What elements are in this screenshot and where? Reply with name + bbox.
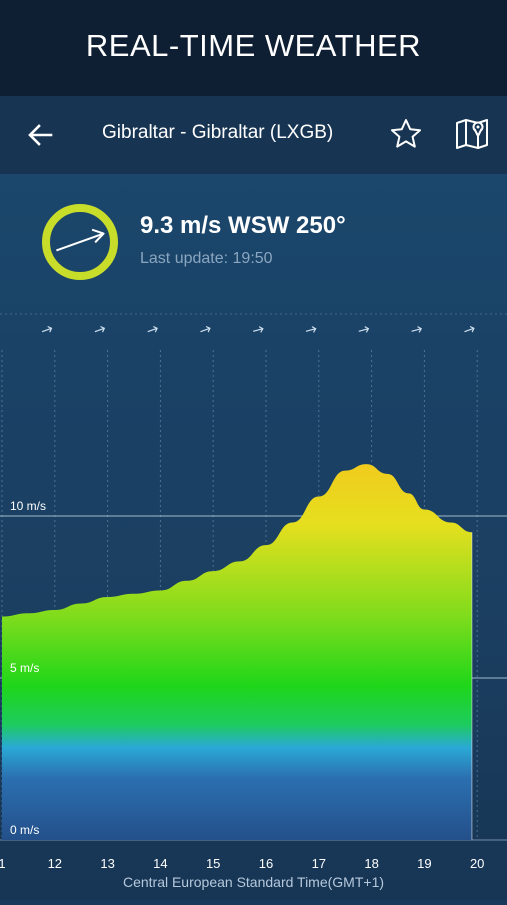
direction-arrow-shape (253, 326, 264, 333)
y-tick-label: 0 m/s (10, 823, 39, 837)
station-title: Gibraltar - Gibraltar (LXGB) (102, 122, 334, 143)
x-tick-label: 15 (206, 856, 220, 871)
x-tick-label: 12 (48, 856, 62, 871)
promo-banner: REAL-TIME WEATHER (0, 0, 507, 96)
direction-arrow-icon (253, 326, 264, 333)
map-pin-icon (456, 119, 488, 149)
x-tick-label: 19 (417, 856, 431, 871)
direction-arrow-shape (464, 325, 475, 333)
direction-arrow-icon (147, 325, 158, 333)
direction-arrow-icon (41, 325, 53, 333)
direction-arrow-icon (200, 325, 211, 333)
direction-arrow-shape (41, 325, 53, 333)
wind-speed-area (2, 464, 472, 840)
top-app-bar: Gibraltar - Gibraltar (LXGB) (0, 96, 507, 174)
time-axis-caption: Central European Standard Time(GMT+1) (122, 874, 385, 890)
x-tick-label: 18 (364, 856, 378, 871)
star-icon (391, 119, 421, 148)
last-update-text: Last update: 19:50 (140, 250, 273, 267)
x-tick-label: 20 (470, 856, 484, 871)
back-button[interactable] (20, 116, 60, 154)
x-tick-label: 16 (259, 856, 273, 871)
x-tick-label: 14 (153, 856, 167, 871)
promo-title: REAL-TIME WEATHER (85, 28, 422, 63)
direction-arrow-shape (94, 325, 106, 333)
x-tick-label: 1 (0, 856, 6, 871)
direction-arrow-icon (94, 325, 106, 333)
wind-direction-compass-icon (42, 204, 118, 280)
direction-arrow-icon (358, 326, 370, 333)
favorite-button[interactable] (386, 114, 426, 154)
main-content: 9.3 m/s WSW 250° Last update: 19:50 (0, 174, 507, 900)
direction-arrow-icon (305, 326, 317, 333)
current-wind-reading: 9.3 m/s WSW 250° (140, 212, 346, 239)
direction-arrow-shape (411, 326, 423, 333)
wind-chart-svg: 10 m/s 5 m/s 0 m/s 1 12 13 14 15 16 17 18 19 20 (0, 313, 507, 871)
y-tick-label: 10 m/s (10, 499, 46, 513)
map-button[interactable] (452, 114, 492, 154)
wind-chart: 10 m/s 5 m/s 0 m/s 1 12 13 14 15 16 17 18 19 20 (0, 310, 507, 900)
direction-arrow-shape (200, 325, 211, 333)
x-tick-label: 17 (312, 856, 326, 871)
back-arrow-icon (28, 124, 53, 146)
direction-arrow-shape (305, 326, 317, 333)
direction-arrow-icon (411, 326, 423, 333)
direction-arrow-shape (358, 326, 370, 333)
direction-arrow-shape (147, 325, 158, 333)
direction-arrow-icon (464, 325, 475, 333)
y-tick-label: 5 m/s (10, 661, 39, 675)
current-conditions: 9.3 m/s WSW 250° Last update: 19:50 (0, 174, 507, 306)
x-tick-label: 13 (100, 856, 114, 871)
